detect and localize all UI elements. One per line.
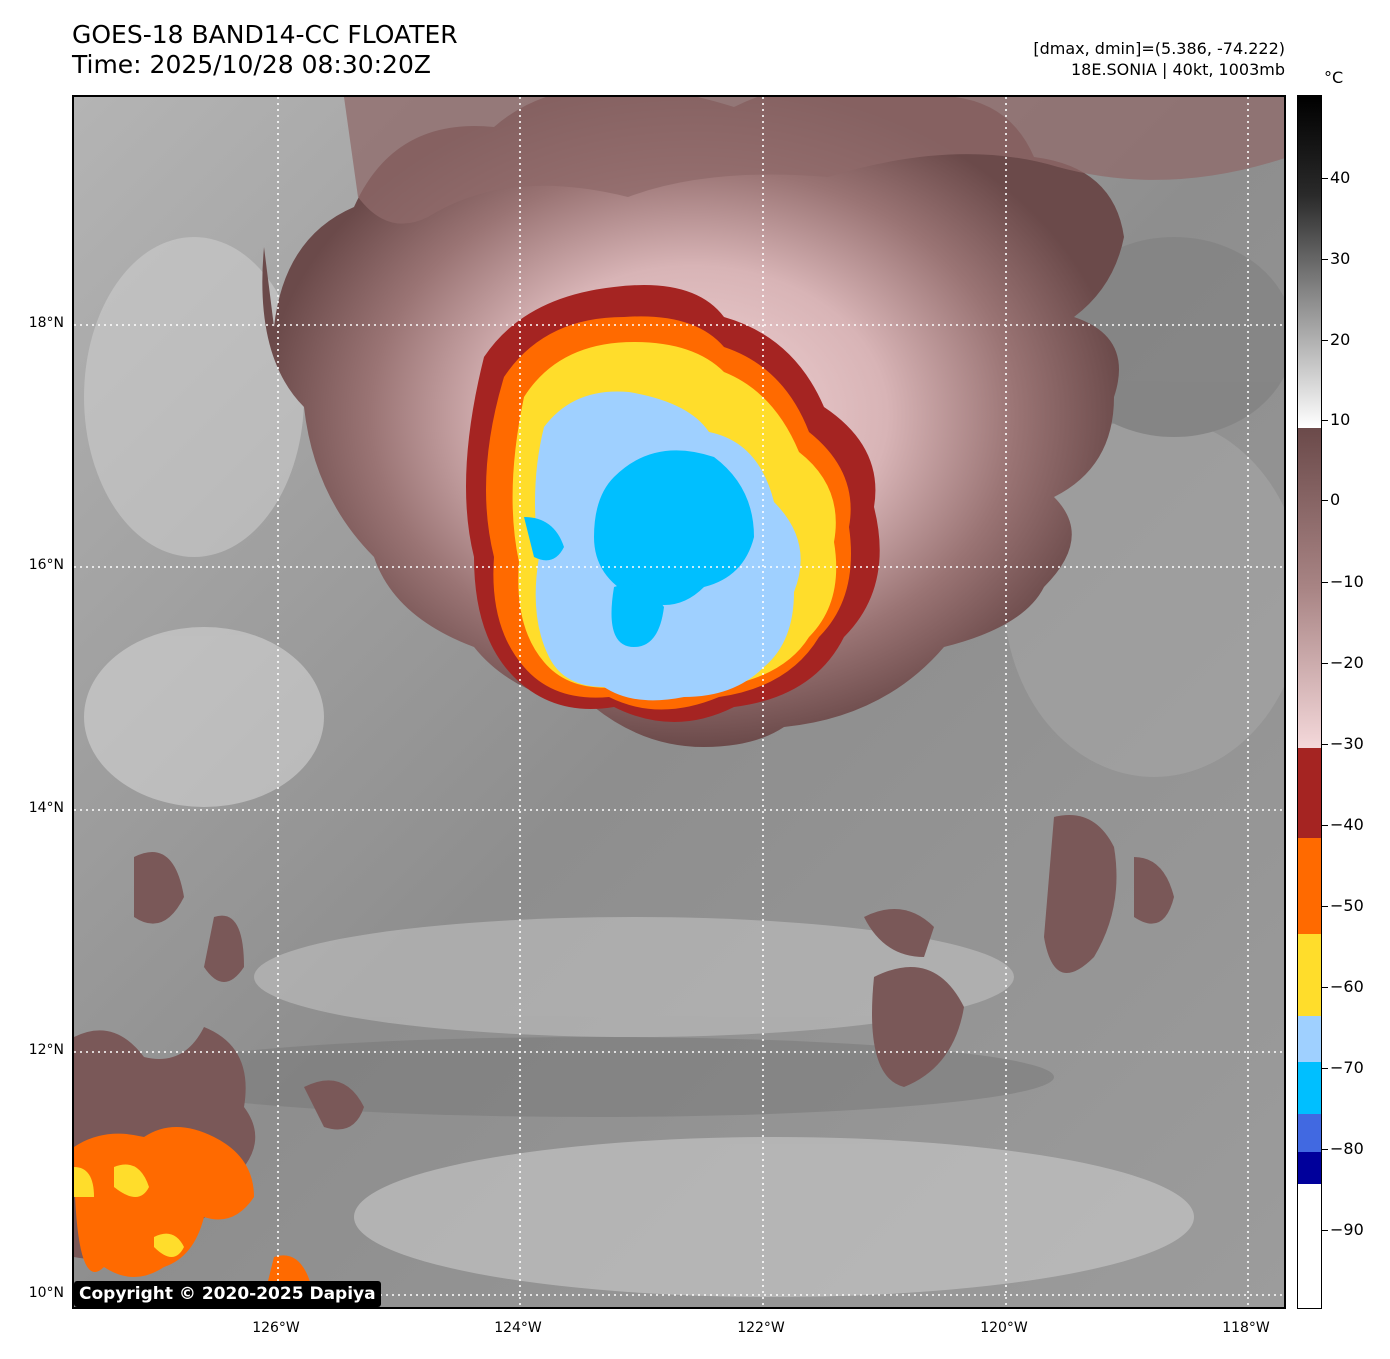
colorbar-tick-minus70: −70	[1330, 1058, 1364, 1077]
colorbar-yellow-segment	[1298, 934, 1321, 1016]
colorbar-lightblue-segment	[1298, 1016, 1321, 1062]
lon-label-122w: 122°W	[737, 1320, 785, 1336]
colorbar-blue-segment	[1298, 1114, 1321, 1152]
lon-label-118w: 118°W	[1222, 1320, 1270, 1336]
sw-convection	[74, 1127, 254, 1277]
colorbar-tick-minus90: −90	[1330, 1220, 1364, 1239]
colorbar-tick-minus20: −20	[1330, 653, 1364, 672]
title-time: Time: 2025/10/28 08:30:20Z	[72, 50, 431, 79]
graticule	[74, 97, 1284, 1307]
colorbar-tick-40: 40	[1330, 168, 1351, 187]
copyright-badge: Copyright © 2020-2025 Dapiya	[74, 1281, 381, 1307]
colorbar-cyan-segment	[1298, 1062, 1321, 1114]
colorbar-gray-segment	[1298, 96, 1321, 428]
colorbar-brown-segment	[1298, 428, 1321, 748]
storm-info-block: [dmax, dmin]=(5.386, -74.222) 18E.SONIA …	[1033, 38, 1285, 80]
colorbar-tick-0: 0	[1330, 490, 1341, 509]
colorbar	[1297, 95, 1322, 1309]
colorbar-white-segment	[1298, 1184, 1321, 1308]
lon-label-126w: 126°W	[252, 1320, 300, 1336]
colorbar-tick-minus10: −10	[1330, 572, 1364, 591]
lat-label-18n: 18°N	[28, 315, 64, 331]
colorbar-red-segment	[1298, 748, 1321, 838]
lon-label-120w: 120°W	[980, 1320, 1028, 1336]
colorbar-tick-minus30: −30	[1330, 734, 1364, 753]
colorbar-tick-20: 20	[1330, 330, 1351, 349]
colorbar-tick-30: 30	[1330, 249, 1351, 268]
lat-label-10n: 10°N	[28, 1285, 64, 1301]
colorbar-navy-segment	[1298, 1152, 1321, 1184]
lat-label-14n: 14°N	[28, 800, 64, 816]
satellite-map	[72, 95, 1286, 1309]
chart-title: GOES-18 BAND14-CC FLOATER Time: 2025/10/…	[72, 20, 458, 80]
colorbar-tick-10: 10	[1330, 410, 1351, 429]
colorbar-orange-segment	[1298, 838, 1321, 934]
colorbar-tick-minus60: −60	[1330, 977, 1364, 996]
colorbar-tick-minus40: −40	[1330, 815, 1364, 834]
colorbar-tick-minus50: −50	[1330, 896, 1364, 915]
lat-label-16n: 16°N	[28, 557, 64, 573]
colorbar-tick-minus80: −80	[1330, 1139, 1364, 1158]
lat-label-12n: 12°N	[28, 1042, 64, 1058]
upper-outflow	[344, 97, 1284, 224]
lon-label-124w: 124°W	[494, 1320, 542, 1336]
storm-info-text: 18E.SONIA | 40kt, 1003mb	[1070, 60, 1285, 79]
title-product: GOES-18 BAND14-CC FLOATER	[72, 20, 458, 49]
dmax-dmin-text: [dmax, dmin]=(5.386, -74.222)	[1033, 39, 1285, 58]
colorbar-unit: °C	[1324, 68, 1344, 87]
satellite-imagery	[74, 97, 1284, 1307]
